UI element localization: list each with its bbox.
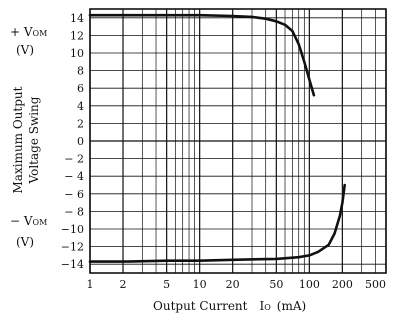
y-tick-label: −14 bbox=[61, 258, 84, 271]
y-axis-title-line2: Voltage Swing bbox=[27, 96, 41, 184]
y-tick-label: − 2 bbox=[64, 153, 84, 166]
grid-major bbox=[89, 9, 387, 273]
x-tick-label: 5 bbox=[163, 278, 170, 291]
x-tick-label: 50 bbox=[269, 278, 283, 291]
y-tick-label: −12 bbox=[61, 241, 84, 254]
y-tick-label: 10 bbox=[70, 47, 84, 60]
x-tick-label: 10 bbox=[193, 278, 207, 291]
y-tick-label: 4 bbox=[77, 100, 84, 113]
x-tick-labels: 1 2 5 10 20 50 100 200 500 bbox=[87, 278, 387, 291]
y-tick-label: 14 bbox=[70, 12, 84, 25]
series-layer bbox=[88, 13, 347, 263]
x-tick-label: 1 bbox=[87, 278, 94, 291]
neg-vom-label: − VOM bbox=[10, 214, 47, 228]
y-tick-label: − 8 bbox=[64, 205, 84, 218]
x-tick-label: 2 bbox=[120, 278, 127, 291]
y-tick-label: 6 bbox=[77, 82, 84, 95]
y-tick-label: 8 bbox=[77, 65, 84, 78]
y-tick-labels: 14 12 10 8 6 4 2 0 − 2 − 4 − 6 − 8 −10 −12 −14 bbox=[61, 12, 84, 271]
series-positive-swing-line bbox=[88, 13, 316, 97]
x-tick-label: 100 bbox=[299, 278, 320, 291]
x-axis-title: Output Current IO (mA) bbox=[153, 299, 306, 313]
y-tick-label: 0 bbox=[77, 135, 84, 148]
y-axis-title-line1: Maximum Output bbox=[11, 86, 25, 193]
y-tick-label: − 6 bbox=[64, 188, 84, 201]
y-tick-label: 2 bbox=[77, 117, 84, 130]
pos-vom-unit: (V) bbox=[16, 43, 34, 57]
y-tick-label: − 4 bbox=[64, 170, 84, 183]
plot-frame bbox=[89, 8, 387, 274]
series-negative-swing-line bbox=[88, 183, 347, 263]
x-tick-label: 500 bbox=[365, 278, 386, 291]
x-tick-label: 200 bbox=[332, 278, 353, 291]
pos-vom-label: + VOM bbox=[10, 25, 47, 39]
x-tick-label: 20 bbox=[226, 278, 240, 291]
y-tick-label: −10 bbox=[61, 223, 84, 236]
neg-vom-unit: (V) bbox=[16, 235, 34, 249]
y-tick-label: 12 bbox=[70, 29, 84, 42]
